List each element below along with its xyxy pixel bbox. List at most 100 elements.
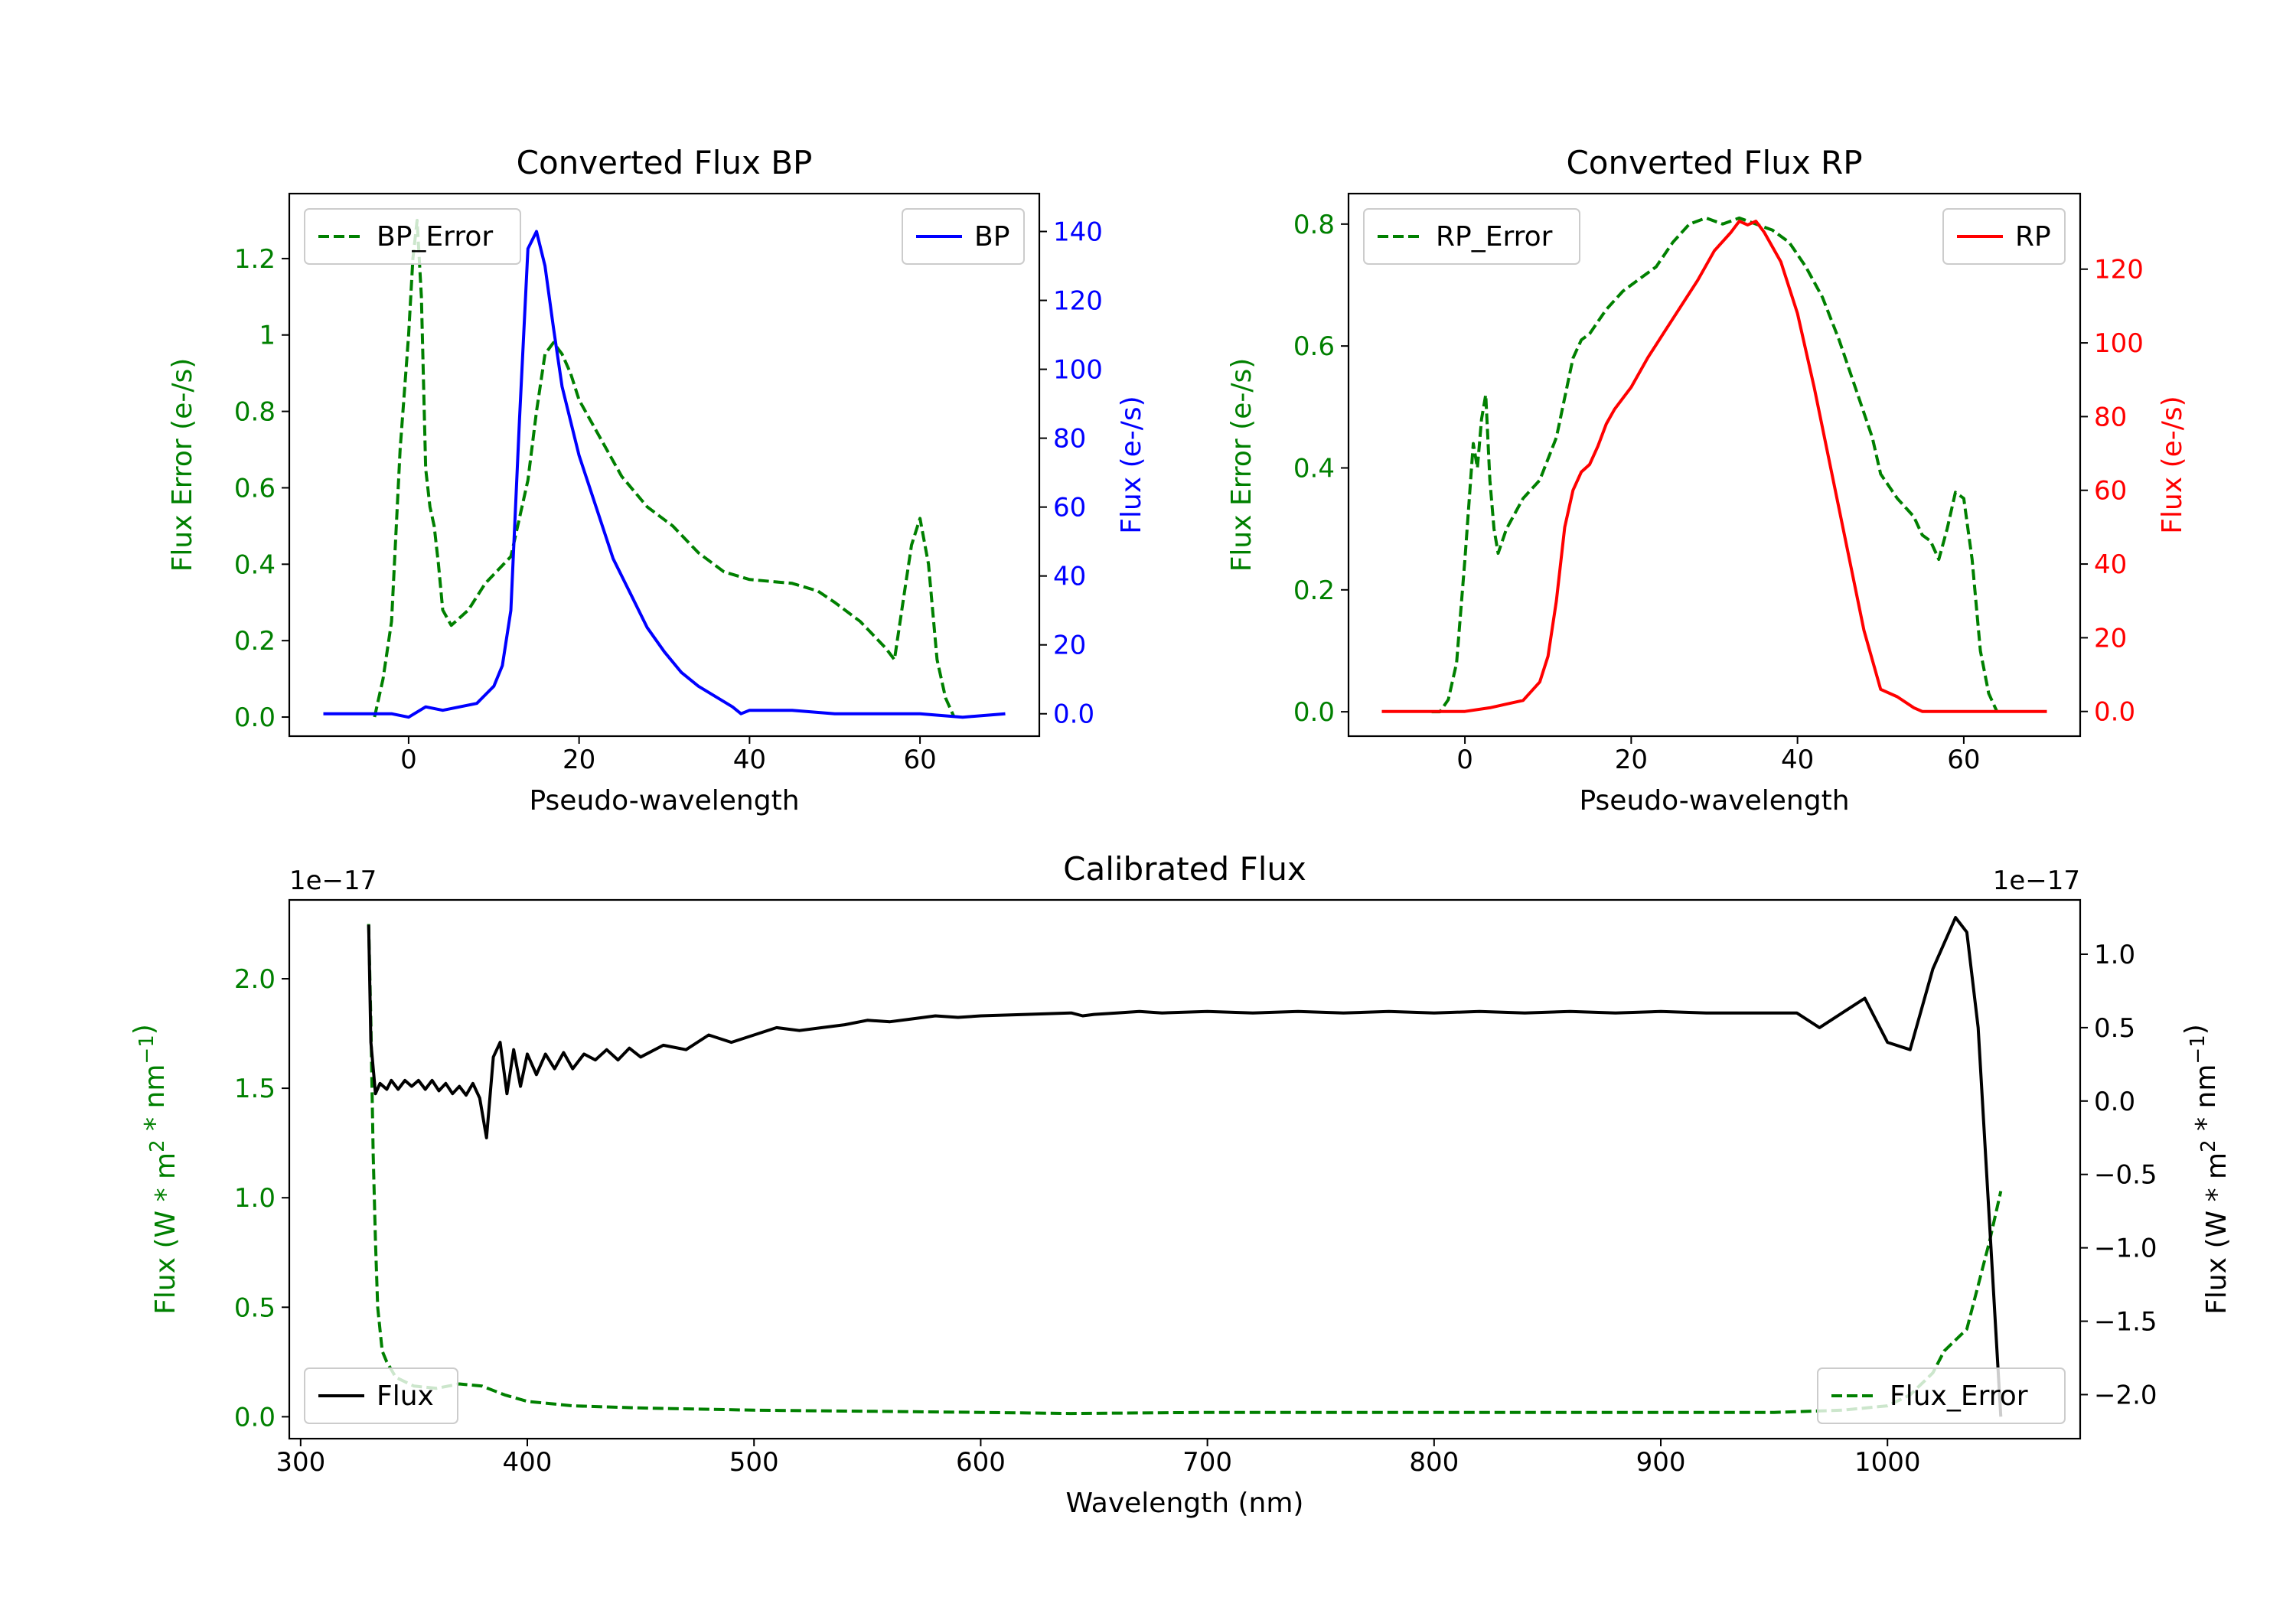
x-tick-label: 40 xyxy=(733,745,766,775)
chart-2: 0 20 40 60 0.0 0.2 0.4 0.6 0.8 0.0 20 40 60 80 100 120 C… xyxy=(1226,144,2188,817)
legend-box xyxy=(1817,1367,2066,1424)
y-right-tick-label: 1.0 xyxy=(2094,940,2135,970)
y-right-tick-label: 120 xyxy=(2094,255,2144,285)
y-right-tick-label: 120 xyxy=(1053,286,1103,317)
y-right-tick-label: 100 xyxy=(1053,355,1103,386)
x-tick-label: 20 xyxy=(1615,745,1648,775)
legend-right: RP xyxy=(1942,208,2066,265)
y-left-tick-label: 0.5 xyxy=(234,1292,276,1323)
y-left-tick-label: 0.0 xyxy=(234,702,276,733)
x-tick-label: 0 xyxy=(400,745,417,775)
plot-frame xyxy=(288,192,1041,738)
y-right-axis-label: Flux (W * m2 * nm−1) xyxy=(2180,1024,2232,1315)
legend-box xyxy=(1942,208,2066,265)
y-left-tick-label: 0.0 xyxy=(1293,697,1335,728)
series-bp-error-line xyxy=(373,219,956,718)
y-right-tick-label: 80 xyxy=(1053,424,1086,455)
plot-frame xyxy=(288,898,2082,1440)
y-left-tick-label: 0.4 xyxy=(1293,453,1335,484)
x-tick-label: 600 xyxy=(956,1447,1006,1478)
x-tick-label: 300 xyxy=(276,1447,325,1478)
y-left-offset-label: 1e−17 xyxy=(289,865,377,896)
y-right-axis-label: Flux (e-/s) xyxy=(2157,396,2188,533)
legend-box xyxy=(304,208,521,265)
x-tick-label: 60 xyxy=(903,745,936,775)
legend-left: RP_Error xyxy=(1363,208,1580,265)
x-axis-label: Pseudo-wavelength xyxy=(529,785,799,817)
y-right-tick-label: 40 xyxy=(2094,549,2127,580)
series-bp-line xyxy=(323,230,1006,719)
y-left-tick-label: 0.8 xyxy=(234,397,276,428)
y-left-axis-label: Flux Error (e-/s) xyxy=(1226,358,1257,572)
y-right-tick-label: 20 xyxy=(2094,623,2127,654)
chart-title: Converted Flux RP xyxy=(1566,144,1862,181)
y-left-tick-label: 0.6 xyxy=(234,473,276,504)
y-left-axis-label: Flux (W * m2 * nm−1) xyxy=(129,1024,181,1315)
legend-label: BP_Error xyxy=(377,221,493,253)
y-right-tick-label: −1.5 xyxy=(2094,1307,2157,1338)
legend-label: Flux xyxy=(377,1380,434,1412)
series-flux-error-line xyxy=(367,924,2003,1416)
legend-right: Flux_Error xyxy=(1817,1367,2066,1424)
y-right-tick-label: −1.0 xyxy=(2094,1234,2157,1264)
y-right-tick-label: 60 xyxy=(2094,476,2127,507)
y-left-tick-label: 0.4 xyxy=(234,549,276,580)
chart-1: 0 20 40 60 0.0 0.2 0.4 0.6 0.8 1 1.2 0.0 20 40 60 80 100… xyxy=(167,144,1147,817)
series-rp-line xyxy=(1381,220,2047,713)
plot-frame xyxy=(1347,192,2082,738)
x-axis-label: Wavelength (nm) xyxy=(1066,1488,1304,1519)
y-left-axis-label: Flux Error (e-/s) xyxy=(167,358,198,572)
y-right-tick-label: 0.0 xyxy=(2094,1087,2135,1117)
y-right-tick-label: −2.0 xyxy=(2094,1380,2157,1410)
y-left-tick-label: 1 xyxy=(259,321,276,351)
y-right-tick-label: 80 xyxy=(2094,402,2127,432)
x-tick-label: 800 xyxy=(1409,1447,1459,1478)
legend-box xyxy=(902,208,1025,265)
x-tick-label: 60 xyxy=(1947,745,1980,775)
y-right-axis-label: Flux (e-/s) xyxy=(1116,396,1147,533)
y-right-tick-label: 0.0 xyxy=(2094,697,2135,728)
legend-label: BP xyxy=(974,221,1009,253)
y-right-tick-label: −0.5 xyxy=(2094,1160,2157,1191)
y-left-tick-label: 0.6 xyxy=(1293,331,1335,362)
y-left-tick-label: 0.8 xyxy=(1293,210,1335,240)
y-left-tick-label: 0.0 xyxy=(234,1402,276,1433)
y-left-tick-label: 0.2 xyxy=(234,626,276,657)
chart-3: 300 400 500 600 700 800 900 1000 0.0 0.5 1.0 1.5 2.0… xyxy=(129,850,2232,1519)
chart-title: Calibrated Flux xyxy=(1063,850,1306,888)
y-left-tick-label: 1.5 xyxy=(234,1074,276,1104)
series-flux-line xyxy=(367,916,2003,1417)
legend-label: RP_Error xyxy=(1436,221,1553,253)
x-tick-label: 1000 xyxy=(1854,1447,1921,1478)
x-tick-label: 0 xyxy=(1456,745,1473,775)
chart-title: Converted Flux BP xyxy=(517,144,813,181)
legend-left: BP_Error xyxy=(304,208,521,265)
legend-right: BP xyxy=(902,208,1025,265)
y-right-tick-label: 0.0 xyxy=(1053,699,1094,730)
x-tick-label: 500 xyxy=(729,1447,779,1478)
x-tick-label: 900 xyxy=(1636,1447,1686,1478)
legend-box xyxy=(304,1367,458,1424)
y-left-tick-label: 0.2 xyxy=(1293,575,1335,606)
x-tick-label: 40 xyxy=(1781,745,1814,775)
x-tick-label: 700 xyxy=(1182,1447,1232,1478)
y-right-tick-label: 60 xyxy=(1053,493,1086,523)
y-right-tick-label: 0.5 xyxy=(2094,1013,2135,1044)
y-left-tick-label: 1.2 xyxy=(234,244,276,275)
legend-label: RP xyxy=(2015,221,2051,253)
y-right-tick-label: 100 xyxy=(2094,328,2144,359)
y-right-tick-label: 140 xyxy=(1053,217,1103,248)
y-left-tick-label: 2.0 xyxy=(234,964,276,995)
legend-box xyxy=(1363,208,1580,265)
y-right-tick-label: 40 xyxy=(1053,562,1086,592)
legend-label: Flux_Error xyxy=(1890,1380,2028,1412)
y-left-tick-label: 1.0 xyxy=(234,1183,276,1214)
x-axis-label: Pseudo-wavelength xyxy=(1579,785,1849,817)
x-tick-label: 20 xyxy=(563,745,595,775)
y-right-tick-label: 20 xyxy=(1053,631,1086,661)
legend-left: Flux xyxy=(304,1367,458,1424)
x-tick-label: 400 xyxy=(503,1447,553,1478)
y-right-offset-label: 1e−17 xyxy=(1993,865,2080,896)
